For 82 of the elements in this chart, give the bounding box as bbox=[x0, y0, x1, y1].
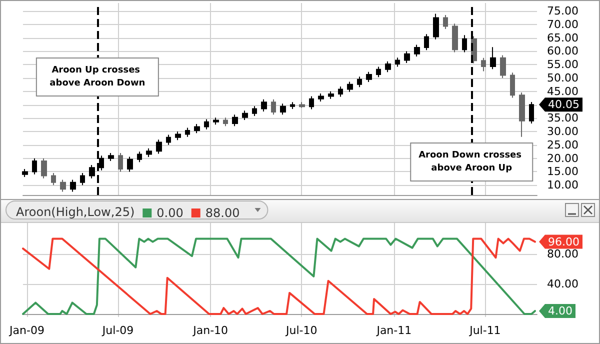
y-tick-label: 65.00 bbox=[547, 31, 578, 44]
y-tick-label: 25.00 bbox=[547, 138, 578, 152]
candlestick bbox=[146, 148, 152, 158]
x-tick-label: Jul-10 bbox=[285, 324, 318, 337]
y-tick-label: 75.00 bbox=[547, 4, 578, 18]
candlestick bbox=[118, 152, 123, 172]
candlestick bbox=[424, 34, 429, 51]
candlestick bbox=[414, 44, 420, 58]
candlestick bbox=[166, 134, 171, 146]
candlestick bbox=[299, 102, 305, 108]
ref-line-label: Aroon Up crosses above Aroon Down bbox=[50, 66, 146, 88]
candlestick bbox=[366, 71, 372, 82]
candlestick bbox=[309, 96, 314, 110]
candlestick bbox=[242, 110, 248, 121]
y-tick-label: 15.00 bbox=[547, 165, 578, 178]
candlestick bbox=[510, 72, 515, 98]
y-tick-label: 70.00 bbox=[547, 18, 578, 31]
y-tick-label: 55.00 bbox=[547, 58, 578, 72]
candlestick bbox=[385, 60, 391, 73]
candlestick bbox=[80, 172, 85, 186]
candlestick bbox=[376, 66, 381, 78]
x-tick-label: Jan-10 bbox=[192, 324, 228, 337]
candlestick bbox=[41, 158, 47, 179]
candlestick bbox=[127, 156, 133, 172]
candlestick bbox=[290, 102, 295, 110]
candlestick bbox=[500, 54, 506, 78]
x-tick-label: Jul-09 bbox=[101, 324, 134, 337]
candlestick bbox=[519, 92, 525, 138]
candlestick bbox=[137, 151, 142, 163]
candlestick bbox=[22, 168, 28, 178]
candlestick bbox=[452, 23, 458, 53]
candlestick bbox=[194, 124, 200, 134]
candlestick bbox=[347, 81, 353, 92]
candlestick bbox=[70, 179, 76, 192]
y-tick-label: 40.00 bbox=[547, 277, 578, 290]
candlestick bbox=[252, 106, 257, 117]
candlestick bbox=[529, 101, 534, 124]
candlestick bbox=[156, 139, 162, 154]
data-label: 4.00 bbox=[548, 304, 572, 318]
candlestick bbox=[443, 14, 448, 30]
candlestick bbox=[223, 117, 228, 127]
y-tick-label: 45.00 bbox=[547, 84, 578, 98]
candlestick bbox=[280, 103, 286, 116]
candlestick bbox=[32, 158, 37, 175]
candlestick bbox=[261, 98, 267, 112]
y-tick-label: 20.00 bbox=[547, 152, 578, 165]
annotation: 40.05 bbox=[548, 98, 580, 112]
candlestick bbox=[404, 50, 410, 64]
y-tick-label: 60.00 bbox=[547, 44, 578, 58]
candlestick bbox=[185, 127, 190, 138]
candlestick bbox=[481, 57, 486, 72]
y-tick-label: 50.00 bbox=[547, 71, 578, 84]
candlestick bbox=[204, 118, 209, 130]
x-tick-label: Jan-09 bbox=[8, 324, 44, 337]
candlestick bbox=[395, 57, 400, 68]
candlestick bbox=[108, 152, 114, 162]
data-label: 96.00 bbox=[548, 235, 580, 248]
legend-label: 88.00 bbox=[205, 206, 240, 220]
legend-label: 0.00 bbox=[156, 206, 184, 220]
x-tick-label: Jan-11 bbox=[376, 324, 412, 337]
candlestick bbox=[328, 90, 334, 100]
candlestick bbox=[232, 114, 238, 127]
candlestick bbox=[89, 164, 95, 179]
line-series bbox=[22, 238, 536, 315]
candlestick bbox=[213, 117, 219, 126]
candlestick bbox=[338, 86, 343, 98]
y-tick-label: 80.00 bbox=[547, 247, 578, 260]
candlestick bbox=[175, 131, 181, 141]
candlestick bbox=[60, 179, 66, 192]
candlestick bbox=[357, 76, 362, 88]
y-tick-label: 35.00 bbox=[547, 112, 578, 125]
legend-title: Aroon(High,Low,25) bbox=[16, 205, 135, 219]
candlestick bbox=[490, 46, 496, 70]
candlestick bbox=[271, 98, 276, 116]
candlestick bbox=[462, 34, 467, 53]
y-tick-label: 30.00 bbox=[547, 125, 578, 138]
candlestick bbox=[318, 93, 324, 102]
ref-line-label: Aroon Down crosses above Aroon Up bbox=[418, 150, 525, 174]
y-tick-label: 10.00 bbox=[547, 178, 578, 192]
candlestick bbox=[433, 13, 439, 40]
x-tick-label: Jul-11 bbox=[468, 324, 501, 337]
candlestick bbox=[51, 172, 56, 186]
